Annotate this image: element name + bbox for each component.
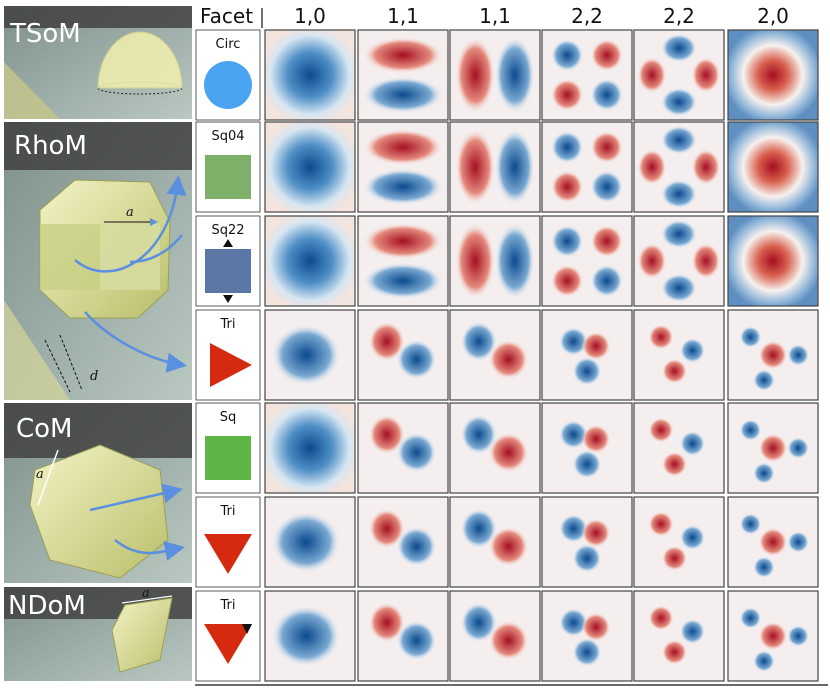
facet-shape-triangle-down (204, 534, 252, 574)
header-row: Facet 1,0 1,1 1,1 2,2 2,2 2,0 (200, 4, 789, 28)
mode-cell (541, 309, 633, 401)
mode-cell (727, 29, 819, 121)
mode-cell (633, 496, 725, 588)
facet-label: Tri (220, 317, 236, 332)
mode-cell (357, 309, 449, 401)
mode-cell (633, 121, 725, 213)
com-edge-label: a (36, 467, 44, 482)
facet-shape-square-rotated (205, 249, 251, 293)
column-header-3: 1,1 (479, 4, 511, 28)
mode-cell (264, 590, 356, 682)
mode-cell (541, 29, 633, 121)
mode-cell (727, 215, 819, 307)
group-label-tsom: TSoM (9, 19, 81, 49)
mode-cell (357, 215, 449, 307)
mode-cell (633, 215, 725, 307)
mode-cell (633, 309, 725, 401)
facet-label: Sq (220, 410, 237, 425)
mode-cell (264, 496, 356, 588)
facet-label: Tri (220, 598, 236, 613)
column-header-6: 2,0 (757, 4, 789, 28)
column-header-2: 1,1 (387, 4, 419, 28)
group-label-rhom: RhoM (14, 131, 87, 161)
facet-shape-square (205, 155, 251, 199)
group-label-ndom: NDoM (8, 591, 86, 621)
mode-cell (541, 402, 633, 494)
mode-cell (633, 29, 725, 121)
rhom-edge-label: a (126, 205, 134, 220)
mode-cell (541, 590, 633, 682)
mode-cell (449, 309, 541, 401)
mode-cell (357, 121, 449, 213)
mode-cell (727, 402, 819, 494)
group-label-com: CoM (16, 414, 73, 444)
facet-shape-triangle-down-notch (204, 624, 252, 664)
column-headers: 1,0 1,1 1,1 2,2 2,2 2,0 (294, 4, 789, 28)
mode-cell (727, 496, 819, 588)
mode-cell (449, 29, 541, 121)
mode-cell (449, 215, 541, 307)
facet-shape-circle (204, 61, 252, 109)
column-header-1: 1,0 (294, 4, 326, 28)
mode-cell (264, 121, 356, 213)
mode-cell (357, 402, 449, 494)
mode-cell (357, 590, 449, 682)
column-header-4: 2,2 (571, 4, 603, 28)
mode-cell (541, 496, 633, 588)
panel-com: a CoM (4, 403, 192, 583)
mode-cell (633, 402, 725, 494)
facet-column: Circ Sq04 Sq22 Tri Sq Tri Tri (195, 29, 261, 682)
facet-header: Facet (200, 4, 253, 28)
mode-cell (449, 121, 541, 213)
mode-cell (357, 29, 449, 121)
mode-cell (541, 215, 633, 307)
ndom-edge-label: a (142, 586, 150, 601)
facet-label: Circ (216, 37, 241, 52)
mode-cell (264, 402, 356, 494)
facet-label: Sq22 (211, 223, 244, 238)
panel-ndom: a NDoM (4, 586, 192, 681)
mode-cell (264, 29, 356, 121)
mode-cell (449, 590, 541, 682)
facet-label: Tri (220, 504, 236, 519)
mode-cell (727, 309, 819, 401)
mode-cell (357, 496, 449, 588)
mode-cell (541, 121, 633, 213)
mode-cell (727, 590, 819, 682)
mode-cell (727, 121, 819, 213)
facet-label: Sq04 (211, 129, 244, 144)
mode-grid (264, 29, 819, 682)
mode-cell (449, 402, 541, 494)
mode-cell (264, 309, 356, 401)
rhom-distance-label: d (90, 369, 98, 384)
mode-cell (264, 215, 356, 307)
mode-cell (633, 590, 725, 682)
mode-cell (449, 496, 541, 588)
facet-shape-triangle-right (210, 343, 252, 387)
panel-rhom: a d RhoM (4, 122, 192, 400)
panel-tsom: TSoM (4, 6, 192, 119)
facet-shape-square (205, 436, 251, 480)
crystal-panels: TSoM a d RhoM a (4, 6, 192, 681)
column-header-5: 2,2 (663, 4, 695, 28)
